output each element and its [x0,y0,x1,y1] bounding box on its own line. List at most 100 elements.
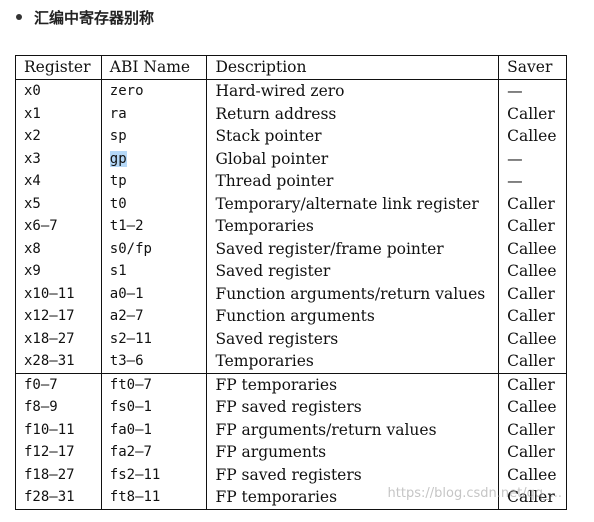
abi-name-cell-text: tp [109,173,127,189]
table-row: x28–31 t3–6 Temporaries Caller [15,350,567,373]
description-cell-text: FP temporaries [215,488,338,506]
abi-name-cell: fs0–1 [100,396,208,419]
abi-name-cell: gp [100,147,208,170]
saver-cell-text: Caller [507,375,555,394]
description-cell-text: FP saved registers [215,465,362,484]
saver-cell: Caller [498,215,567,238]
description-cell-text: Saved register/frame pointer [215,239,444,258]
register-cell: f12–17 [15,441,102,464]
abi-name-cell-text: sp [109,128,127,144]
description-cell: FP temporaries [206,372,500,396]
register-cell: x5 [15,192,102,215]
saver-cell: Callee [498,260,567,283]
register-cell: x1 [15,102,102,125]
abi-name-cell: ra [100,102,208,125]
saver-cell-text: Caller [507,104,555,123]
table-row: x0 zero Hard-wired zero — [15,79,567,103]
saver-cell: — [498,170,567,193]
description-cell-text: Temporaries [215,352,314,370]
description-cell: Function arguments/return values [206,282,500,305]
saver-cell-text: Caller [507,217,555,235]
abi-name-cell-text: fs2–11 [109,466,161,483]
table-row: x2 sp Stack pointer Callee [15,125,567,148]
description-cell: Thread pointer [206,170,500,193]
saver-cell: Caller [498,486,567,509]
abi-name-cell-text: gp [109,150,127,167]
abi-name-cell: sp [100,125,208,148]
register-cell: x2 [15,125,102,148]
abi-name-cell: ft0–7 [100,372,208,396]
description-cell-text: Temporaries [215,217,314,235]
table-row: f10–11 fa0–1 FP arguments/return values Cal… [15,418,567,441]
description-cell-text: Function arguments [215,307,375,325]
register-abi-table: Register ABI Name Description Saver x0 ze… [15,55,567,510]
abi-name-cell-text: t1–2 [109,218,144,234]
description-cell-text: FP saved registers [215,398,362,416]
section-heading: 汇编中寄存器别称 [16,4,154,30]
saver-cell: — [498,79,567,103]
description-cell-text: Stack pointer [215,127,322,145]
table-row: x4 tp Thread pointer — [15,170,567,193]
saver-cell: Callee [498,396,567,419]
table-row: x5 t0 Temporary/alternate link register Cal… [15,192,567,215]
register-cell-text: x2 [24,128,41,144]
saver-cell-text: Callee [507,465,557,484]
description-cell: Temporaries [206,215,500,238]
saver-cell-text: Caller [507,443,555,461]
abi-name-cell-text: fa2–7 [109,444,152,460]
abi-name-cell-text: t0 [109,195,127,212]
register-cell: x0 [15,79,102,103]
description-cell-text: Return address [215,104,337,123]
abi-name-cell: zero [100,79,208,103]
description-cell: FP saved registers [206,396,500,419]
abi-name-cell: s1 [100,260,208,283]
abi-name-cell-text: t3–6 [109,353,144,369]
saver-cell: Caller [498,282,567,305]
abi-name-cell: ft8–11 [100,486,208,509]
register-cell: f0–7 [15,372,102,396]
register-cell-text: f0–7 [24,376,58,393]
abi-name-cell: fa0–1 [100,418,208,441]
table-row: x6–7 t1–2 Temporaries Caller [15,215,567,238]
description-cell: Hard-wired zero [206,79,500,103]
register-cell: x12–17 [15,305,102,328]
register-cell: x8 [15,237,102,260]
abi-name-cell-text: ft0–7 [109,376,152,393]
table-row: x3 gp Global pointer — [15,147,567,170]
register-cell-text: f28–31 [24,489,75,505]
description-cell: Return address [206,102,500,125]
description-cell-text: Thread pointer [215,172,334,190]
description-cell: FP arguments [206,441,500,464]
description-cell: Function arguments [206,305,500,328]
description-cell-text: FP arguments/return values [215,420,437,439]
table-row: x1 ra Return address Caller [15,102,567,125]
abi-name-cell: t3–6 [100,350,208,373]
description-cell-text: Function arguments/return values [215,284,486,303]
register-cell: x10–11 [15,282,102,305]
register-cell-text: x28–31 [24,353,75,369]
abi-name-cell-text: fs0–1 [109,399,152,415]
register-cell-text: x5 [24,195,41,212]
saver-cell: Caller [498,441,567,464]
abi-name-cell: t1–2 [100,215,208,238]
description-cell: Temporaries [206,350,500,373]
abi-name-cell-text: a0–1 [109,285,144,302]
description-cell: Temporary/alternate link register [206,192,500,215]
header-register: Register [15,55,102,80]
saver-cell-text: — [507,149,523,168]
table-header-row: Register ABI Name Description Saver [15,55,567,80]
register-cell-text: x1 [24,105,41,122]
abi-name-cell: fs2–11 [100,463,208,486]
saver-cell-text: Caller [507,352,555,370]
saver-cell: Caller [498,102,567,125]
description-cell-text: Saved register [215,262,331,280]
description-cell: Global pointer [206,147,500,170]
register-cell-text: f8–9 [24,399,58,415]
register-cell: x3 [15,147,102,170]
table-row: x10–11 a0–1 Function arguments/return valu… [15,282,567,305]
description-cell: FP saved registers [206,463,500,486]
register-cell-text: x3 [24,150,41,167]
saver-cell-text: Caller [507,488,555,506]
abi-name-cell-text: ft8–11 [109,489,161,505]
saver-cell-text: Caller [507,284,555,303]
